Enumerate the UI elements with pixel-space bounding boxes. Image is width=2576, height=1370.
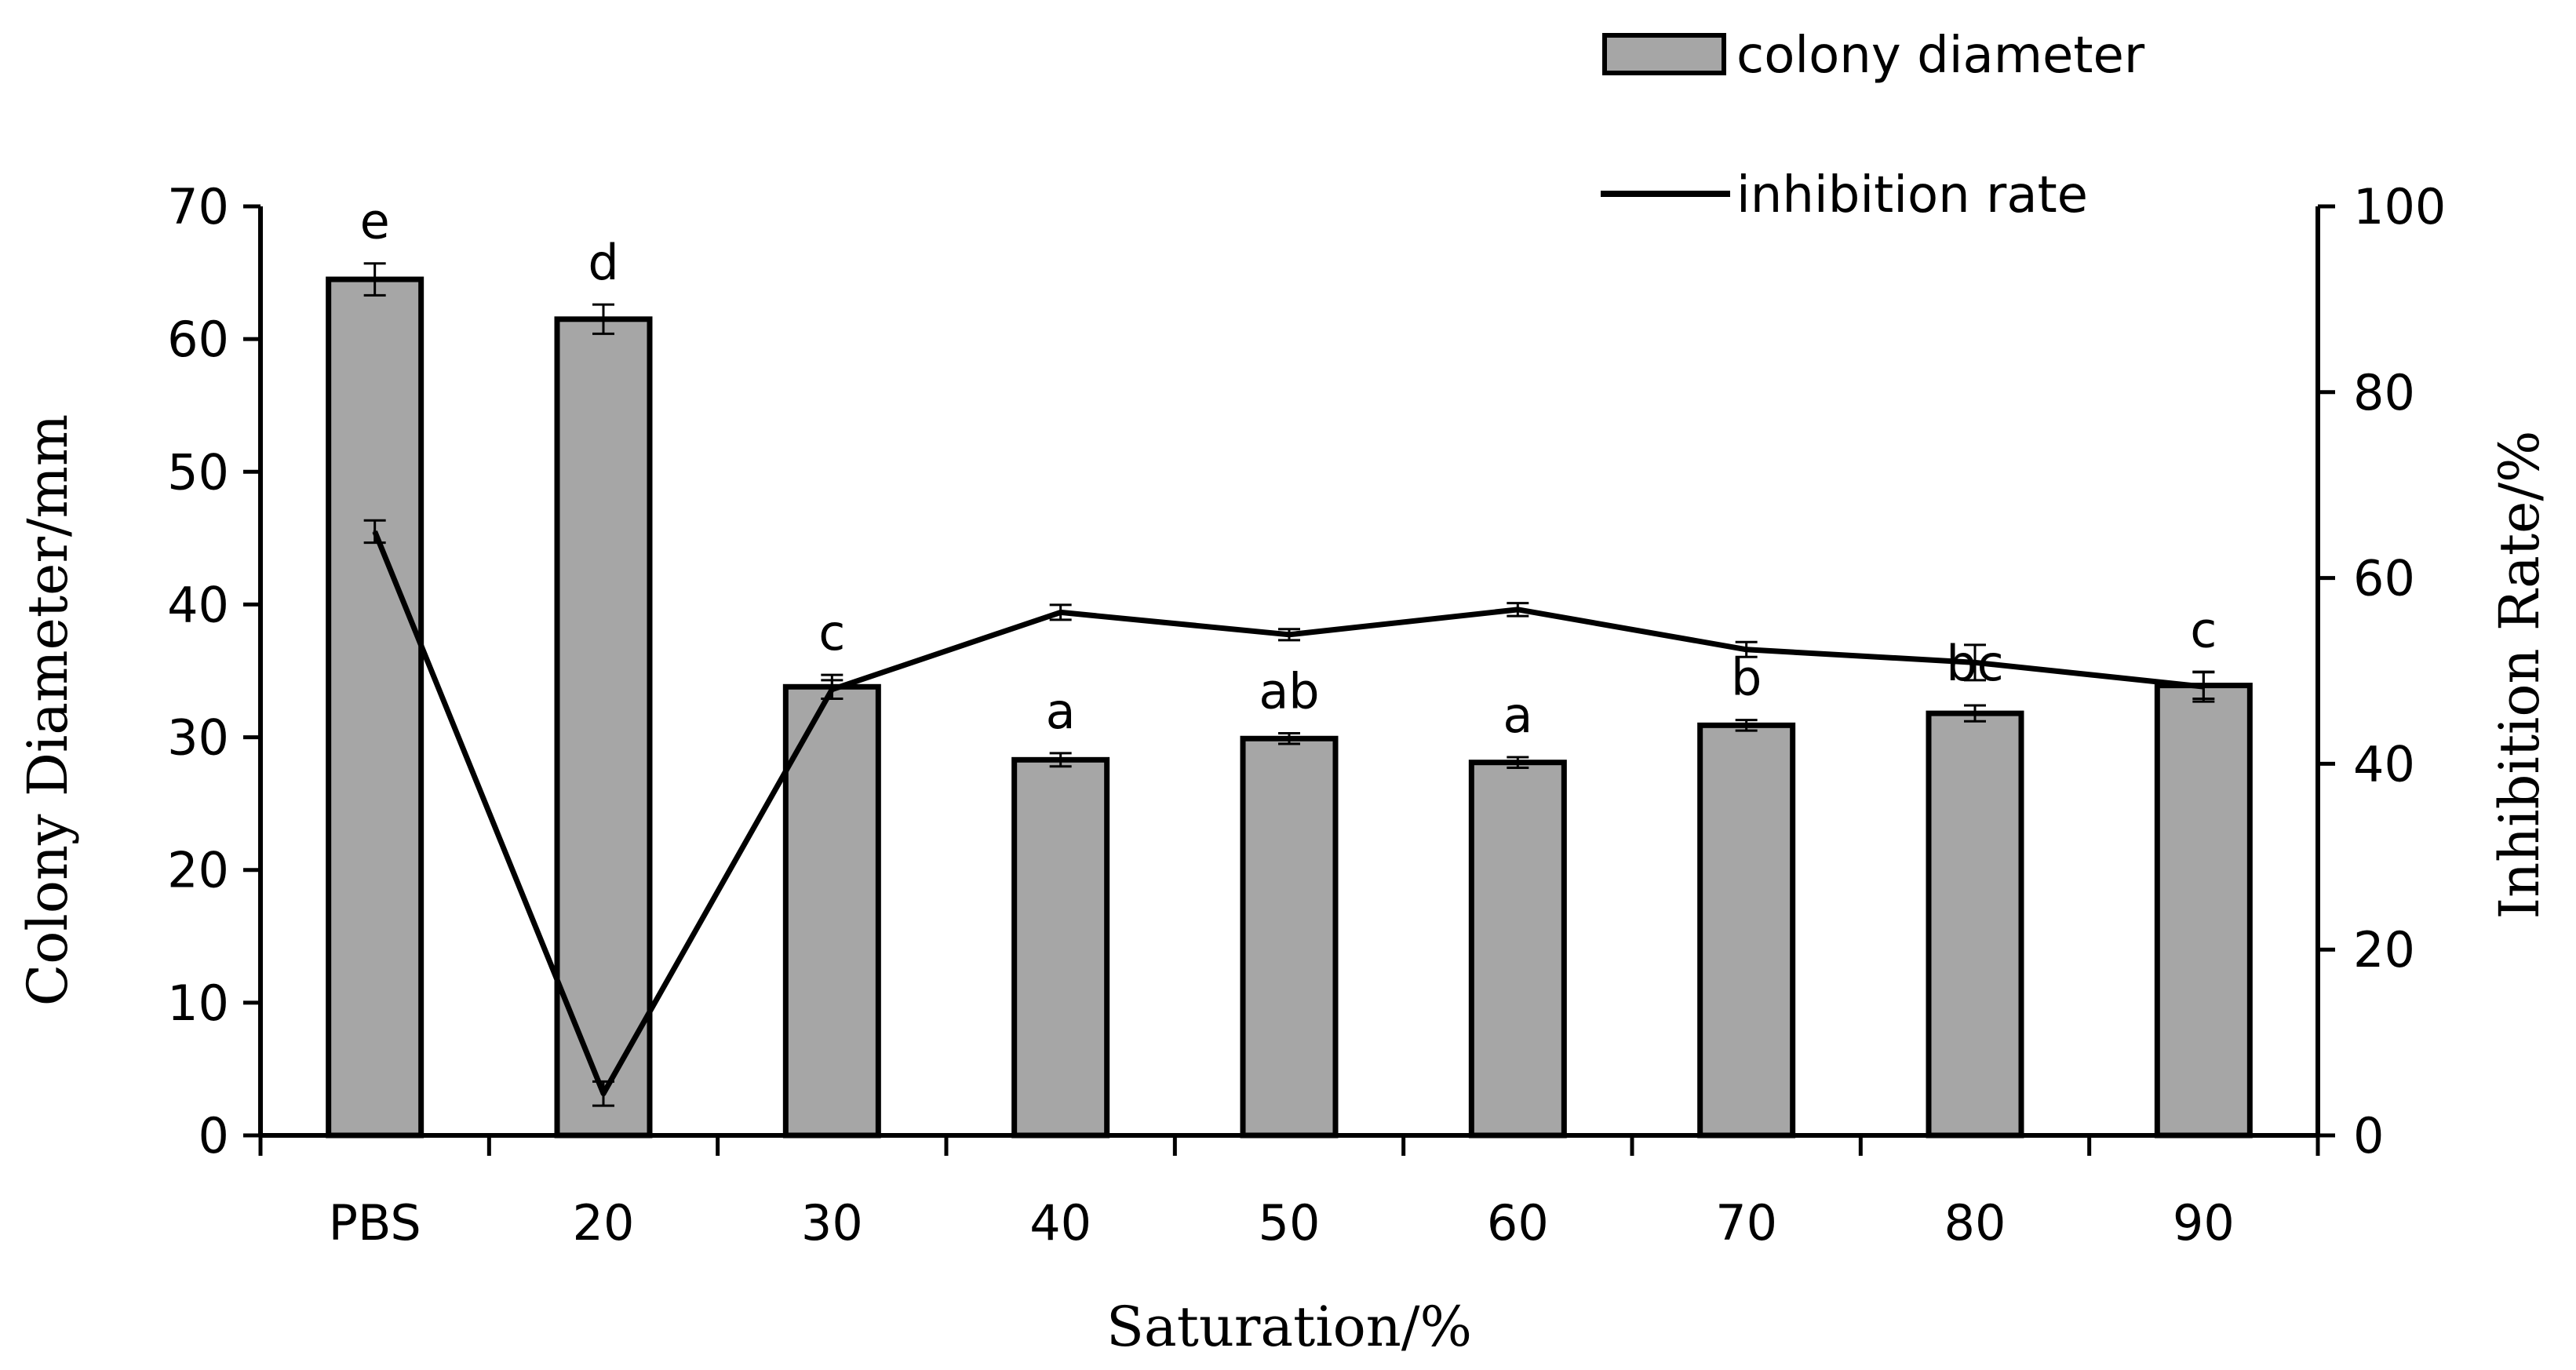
legend-label-colony-diameter: colony diameter <box>1736 27 2145 85</box>
x-tick-label: 40 <box>1029 1194 1091 1252</box>
y-right-tick-label: 20 <box>2353 921 2415 978</box>
x-tick-label: 30 <box>801 1194 863 1252</box>
x-tick-label: 20 <box>573 1194 635 1252</box>
bar-error-bar <box>1964 704 1986 723</box>
significance-label: a <box>1046 683 1076 740</box>
y-right-tick-label: 80 <box>2353 364 2415 421</box>
bar <box>1697 722 1796 1139</box>
significance-label: e <box>360 193 390 250</box>
significance-label: bc <box>1946 635 2003 692</box>
significance-label: ab <box>1259 662 1319 720</box>
x-tick-label: 80 <box>1944 1194 2006 1252</box>
bar-error-bar <box>1735 719 1758 732</box>
bar <box>1468 760 1567 1139</box>
y-left-tick-label: 40 <box>167 576 229 633</box>
significance-label: c <box>818 604 845 661</box>
y-right-tick-label: 60 <box>2353 550 2415 607</box>
line-error-bar <box>821 679 843 701</box>
y-left-tick-label: 50 <box>167 443 229 501</box>
significance-label: c <box>2190 602 2217 659</box>
line-error-bar <box>363 519 386 545</box>
y-left-tick-label: 0 <box>199 1107 229 1164</box>
line-error-bar <box>592 1080 614 1107</box>
bar <box>326 276 424 1139</box>
x-tick-label: 50 <box>1259 1194 1321 1252</box>
line-error-bar <box>2192 670 2215 703</box>
bar-error-bar <box>363 262 386 297</box>
y-axis-left-title: Colony Diameter/mm <box>16 414 80 1007</box>
y-right-tick-label: 0 <box>2353 1107 2384 1164</box>
line-error-bar <box>1049 603 1072 621</box>
y-axis-right-title: Inhibition Rate/% <box>2487 430 2552 919</box>
significance-label: d <box>588 234 618 291</box>
x-tick-label: 90 <box>2173 1194 2235 1252</box>
legend-bar-swatch <box>1602 33 1726 75</box>
bar <box>1926 710 2024 1139</box>
line-error-bar <box>1735 640 1758 658</box>
line-error-bar <box>1507 602 1529 618</box>
x-tick-label: PBS <box>329 1194 421 1252</box>
bar <box>1240 735 1339 1139</box>
bar-error-bar <box>1507 756 1529 769</box>
y-left-tick-label: 10 <box>167 975 229 1032</box>
bar <box>782 683 881 1139</box>
x-tick-label: 60 <box>1487 1194 1549 1252</box>
legend-label-inhibition-rate: inhibition rate <box>1736 166 2088 224</box>
x-tick-label: 70 <box>1715 1194 1777 1252</box>
bar-error-bar <box>592 303 614 335</box>
y-right-tick-label: 100 <box>2353 178 2446 235</box>
line-error-bar <box>1278 628 1300 642</box>
y-left-tick-label: 70 <box>167 178 229 235</box>
bar-error-bar <box>1278 731 1300 745</box>
line-error-bar <box>1964 643 1986 682</box>
y-left-tick-label: 60 <box>167 311 229 368</box>
legend: colony diameter inhibition rate <box>1601 27 2145 224</box>
bar-error-bar <box>1049 752 1072 768</box>
bar <box>2154 683 2253 1139</box>
significance-label: b <box>1731 650 1762 707</box>
y-left-tick-label: 30 <box>167 709 229 767</box>
y-right-tick-label: 40 <box>2353 735 2415 792</box>
bar <box>1011 756 1110 1139</box>
y-left-tick-label: 20 <box>167 842 229 899</box>
x-axis-title: Saturation/% <box>1106 1295 1472 1359</box>
significance-label: a <box>1503 687 1532 744</box>
